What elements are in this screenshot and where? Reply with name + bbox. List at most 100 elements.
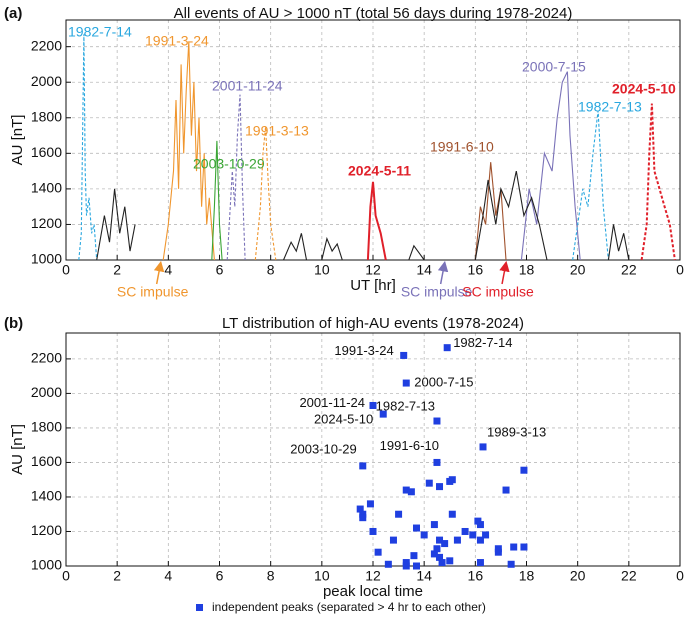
point-label: 1991-6-10 <box>380 438 439 453</box>
x-tick-label: 18 <box>519 568 535 584</box>
y-tick-label: 1800 <box>31 419 62 435</box>
event-label: 2003-10-29 <box>193 156 265 172</box>
point <box>476 536 484 544</box>
event-label: 1982-7-13 <box>578 99 642 115</box>
point <box>494 545 502 553</box>
event-trace <box>474 162 507 261</box>
x-tick-label: 2 <box>113 262 121 278</box>
x-axis-label: peak local time <box>323 583 423 600</box>
sc-arrow <box>437 260 449 285</box>
point <box>402 486 410 494</box>
point-label: 1991-3-24 <box>334 343 393 358</box>
point <box>476 559 484 567</box>
x-tick-label: 4 <box>164 568 172 584</box>
point <box>359 462 367 470</box>
point <box>425 479 433 487</box>
point <box>433 417 441 425</box>
point <box>430 550 438 558</box>
point <box>369 527 377 535</box>
point <box>359 514 367 522</box>
x-tick-label: 6 <box>216 568 224 584</box>
point <box>420 531 428 539</box>
y-tick-label: 1600 <box>31 144 62 160</box>
point-label: 1982-7-13 <box>376 398 435 413</box>
point <box>433 545 441 553</box>
x-tick-label: 16 <box>468 568 484 584</box>
event-trace <box>96 170 630 261</box>
x-tick-label: 22 <box>621 262 637 278</box>
point <box>446 477 454 485</box>
point <box>389 536 397 544</box>
point <box>507 560 515 568</box>
point <box>384 560 392 568</box>
point <box>520 543 528 551</box>
point <box>446 557 454 565</box>
y-tick-label: 1200 <box>31 215 62 231</box>
event-trace <box>366 181 387 261</box>
x-tick-label: 16 <box>468 262 484 278</box>
x-tick-label: 18 <box>519 262 535 278</box>
event-label: 1991-3-13 <box>245 123 309 139</box>
event-trace <box>640 103 676 261</box>
x-tick-label: 14 <box>416 568 432 584</box>
point <box>356 505 364 513</box>
legend-label: independent peaks (separated > 4 hr to e… <box>212 600 486 614</box>
point <box>502 486 510 494</box>
chart-title: All events of AU > 1000 nT (total 56 day… <box>174 5 573 22</box>
point <box>482 531 490 539</box>
y-tick-label: 2200 <box>31 37 62 53</box>
point-label: 2000-7-15 <box>414 374 473 389</box>
point <box>412 562 420 570</box>
y-tick-label: 1400 <box>31 180 62 196</box>
x-tick-label: 2 <box>113 568 121 584</box>
event-trace <box>572 110 609 261</box>
point <box>410 552 418 560</box>
y-tick-label: 1000 <box>31 557 62 573</box>
sc-label: SC impulse <box>401 284 473 300</box>
y-tick-label: 2000 <box>31 73 62 89</box>
x-tick-label: 10 <box>314 568 330 584</box>
legend-swatch <box>196 604 203 611</box>
sc-label: SC impulse <box>117 284 189 300</box>
x-tick-label: 0 <box>676 568 684 584</box>
sc-arrow <box>499 260 510 285</box>
point <box>402 379 410 387</box>
point <box>443 344 451 352</box>
point <box>438 559 446 567</box>
x-tick-label: 10 <box>314 262 330 278</box>
event-label: 1991-3-24 <box>145 33 209 49</box>
sc-arrow <box>153 260 165 285</box>
event-trace <box>78 34 98 261</box>
event-label: 1982-7-14 <box>68 24 132 40</box>
point <box>461 527 469 535</box>
point <box>374 548 382 556</box>
point <box>402 559 410 567</box>
event-label: 2024-5-10 <box>612 81 676 97</box>
y-tick-label: 2000 <box>31 384 62 400</box>
plot-frame <box>65 19 681 261</box>
x-tick-label: 8 <box>267 262 275 278</box>
event-label: 2024-5-11 <box>348 163 411 179</box>
point <box>407 488 415 496</box>
x-tick-label: 6 <box>216 262 224 278</box>
y-tick-label: 1000 <box>31 251 62 267</box>
point-label: 2024-5-10 <box>314 412 373 427</box>
x-axis-label: UT [hr] <box>350 277 396 294</box>
point <box>520 466 528 474</box>
x-tick-label: 0 <box>62 568 70 584</box>
x-tick-label: 8 <box>267 568 275 584</box>
point <box>436 483 444 491</box>
y-tick-label: 1200 <box>31 522 62 538</box>
point-label: 2003-10-29 <box>290 441 357 456</box>
point <box>366 500 374 508</box>
point <box>436 536 444 544</box>
point <box>400 351 408 359</box>
x-tick-label: 12 <box>365 262 381 278</box>
point-label: 1989-3-13 <box>487 424 546 439</box>
point <box>412 524 420 532</box>
chart-title: LT distribution of high-AU events (1978-… <box>222 315 524 332</box>
y-axis-label: AU [nT] <box>9 115 26 166</box>
panel-label: (b) <box>4 315 23 332</box>
x-tick-label: 14 <box>416 262 432 278</box>
y-tick-label: 1400 <box>31 488 62 504</box>
